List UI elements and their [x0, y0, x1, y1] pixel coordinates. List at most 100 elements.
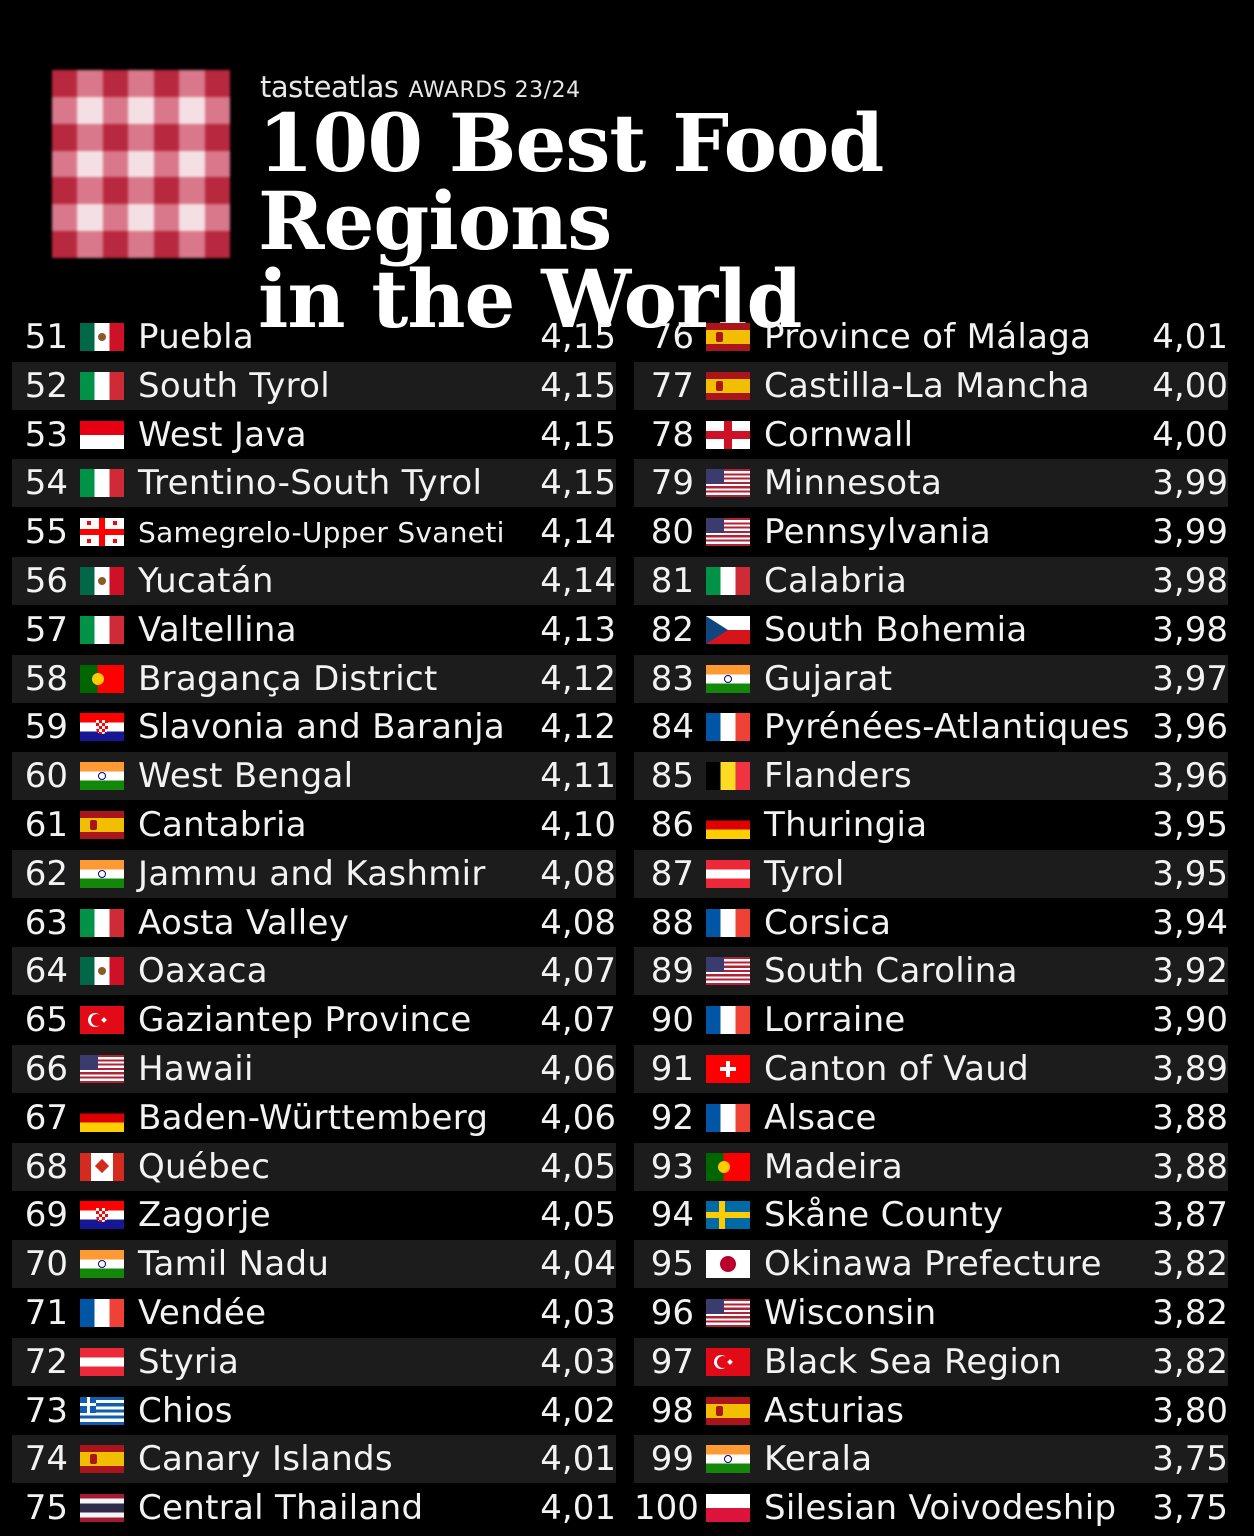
rating-score: 3,80 — [1152, 1390, 1228, 1431]
rank-number: 63 — [24, 902, 68, 943]
italy-flag-icon — [80, 615, 124, 644]
region-name: Samegrelo-Upper Svaneti — [138, 515, 505, 549]
usa-flag-icon — [706, 469, 750, 498]
japan-flag-icon — [706, 1250, 750, 1279]
rank-number: 72 — [24, 1341, 68, 1382]
ranking-row: 63 Aosta Valley 4,08 — [12, 899, 616, 947]
rank-number: 99 — [650, 1439, 694, 1480]
region-name: West Java — [138, 414, 307, 455]
ranking-row: 93 Madeira 3,88 — [634, 1142, 1228, 1191]
region-name: Castilla-La Mancha — [764, 365, 1090, 406]
rank-number: 93 — [650, 1146, 694, 1187]
region-name: Yucatán — [138, 561, 274, 601]
region-name: South Carolina — [764, 951, 1018, 992]
italy-flag-icon — [706, 567, 750, 595]
rank-number: 94 — [650, 1195, 694, 1236]
rating-score: 4,11 — [540, 756, 616, 797]
rating-score: 4,14 — [540, 512, 616, 553]
region-name: Central Thailand — [138, 1488, 424, 1529]
region-name: Valtellina — [138, 609, 297, 650]
region-name: Lorraine — [764, 1000, 906, 1041]
region-name: Calabria — [764, 561, 908, 601]
rating-score: 4,00 — [1152, 365, 1228, 406]
ranking-row: 90 Lorraine 3,90 — [634, 996, 1228, 1044]
ranking-row: 65 Gaziantep Province 4,07 — [12, 996, 616, 1044]
poland-flag-icon — [706, 1494, 750, 1523]
rating-score: 3,75 — [1152, 1439, 1228, 1480]
ranking-row: 74 Canary Islands 4,01 — [12, 1435, 616, 1484]
england-flag-icon — [706, 420, 750, 449]
italy-flag-icon — [80, 371, 124, 400]
rating-score: 3,95 — [1152, 805, 1228, 845]
ranking-row: 89 South Carolina 3,92 — [634, 947, 1228, 996]
region-name: South Tyrol — [138, 365, 330, 406]
ranking-row: 100 Silesian Voivodeship 3,75 — [634, 1484, 1228, 1532]
italy-flag-icon — [80, 908, 124, 937]
rank-number: 80 — [650, 512, 694, 553]
rating-score: 3,96 — [1152, 707, 1228, 748]
portugal-flag-icon — [706, 1152, 750, 1181]
region-name: Puebla — [138, 317, 255, 357]
rank-number: 97 — [650, 1341, 694, 1382]
region-name: West Bengal — [138, 756, 354, 797]
region-name: Gujarat — [764, 658, 893, 699]
rank-number: 52 — [24, 365, 68, 406]
rank-number: 54 — [24, 463, 68, 504]
rating-score: 4,03 — [540, 1341, 616, 1382]
rating-score: 3,95 — [1152, 853, 1228, 894]
rank-number: 53 — [24, 414, 68, 455]
rating-score: 3,87 — [1152, 1195, 1228, 1236]
ranking-row: 94 Skåne County 3,87 — [634, 1191, 1228, 1239]
rating-score: 4,10 — [540, 805, 616, 845]
region-name: Hawaii — [138, 1049, 254, 1089]
sweden-flag-icon — [706, 1201, 750, 1230]
region-name: Wisconsin — [764, 1293, 937, 1333]
ranking-row: 80 Pennsylvania 3,99 — [634, 508, 1228, 556]
germany-flag-icon — [706, 811, 750, 839]
rating-score: 4,13 — [540, 609, 616, 650]
rank-number: 66 — [24, 1049, 68, 1089]
region-name: Canton of Vaud — [764, 1049, 1029, 1089]
ranking-row: 96 Wisconsin 3,82 — [634, 1289, 1228, 1337]
rating-score: 3,82 — [1152, 1244, 1228, 1285]
rating-score: 4,15 — [540, 463, 616, 504]
ranking-row: 79 Minnesota 3,99 — [634, 459, 1228, 508]
ranking-row: 59 Slavonia and Baranja 4,12 — [12, 703, 616, 751]
india-flag-icon — [706, 664, 750, 693]
region-name: Aosta Valley — [138, 902, 350, 943]
region-name: Okinawa Prefecture — [764, 1244, 1102, 1285]
ranking-row: 91 Canton of Vaud 3,89 — [634, 1045, 1228, 1093]
region-name: Bragança District — [138, 658, 438, 699]
page-title: 100 Best Food Regions in the World — [258, 103, 1254, 339]
rank-number: 60 — [24, 756, 68, 797]
rating-score: 3,82 — [1152, 1341, 1228, 1382]
rating-score: 4,12 — [540, 707, 616, 748]
rank-number: 84 — [650, 707, 694, 748]
india-flag-icon — [706, 1445, 750, 1474]
region-name: Styria — [138, 1341, 240, 1382]
rating-score: 4,08 — [540, 902, 616, 943]
ranking-row: 56 Yucatán 4,14 — [12, 557, 616, 605]
czechia-flag-icon — [706, 615, 750, 644]
rank-number: 90 — [650, 1000, 694, 1041]
rank-number: 69 — [24, 1195, 68, 1236]
rating-score: 3,92 — [1152, 951, 1228, 992]
rank-number: 82 — [650, 609, 694, 650]
rating-score: 3,96 — [1152, 756, 1228, 797]
rank-number: 83 — [650, 658, 694, 699]
rank-number: 85 — [650, 756, 694, 797]
rank-number: 65 — [24, 1000, 68, 1041]
ranking-row: 82 South Bohemia 3,98 — [634, 606, 1228, 654]
ranking-row: 58 Bragança District 4,12 — [12, 654, 616, 703]
ranking-row: 67 Baden-Württemberg 4,06 — [12, 1094, 616, 1142]
rank-number: 61 — [24, 805, 68, 845]
ranking-row: 70 Tamil Nadu 4,04 — [12, 1240, 616, 1289]
rating-score: 4,07 — [540, 1000, 616, 1041]
france-flag-icon — [706, 713, 750, 742]
rating-score: 3,98 — [1152, 609, 1228, 650]
rating-score: 4,12 — [540, 658, 616, 699]
switzerland-flag-icon — [706, 1055, 750, 1083]
rating-score: 4,07 — [540, 951, 616, 992]
rank-number: 56 — [24, 561, 68, 601]
rating-score: 4,15 — [540, 414, 616, 455]
